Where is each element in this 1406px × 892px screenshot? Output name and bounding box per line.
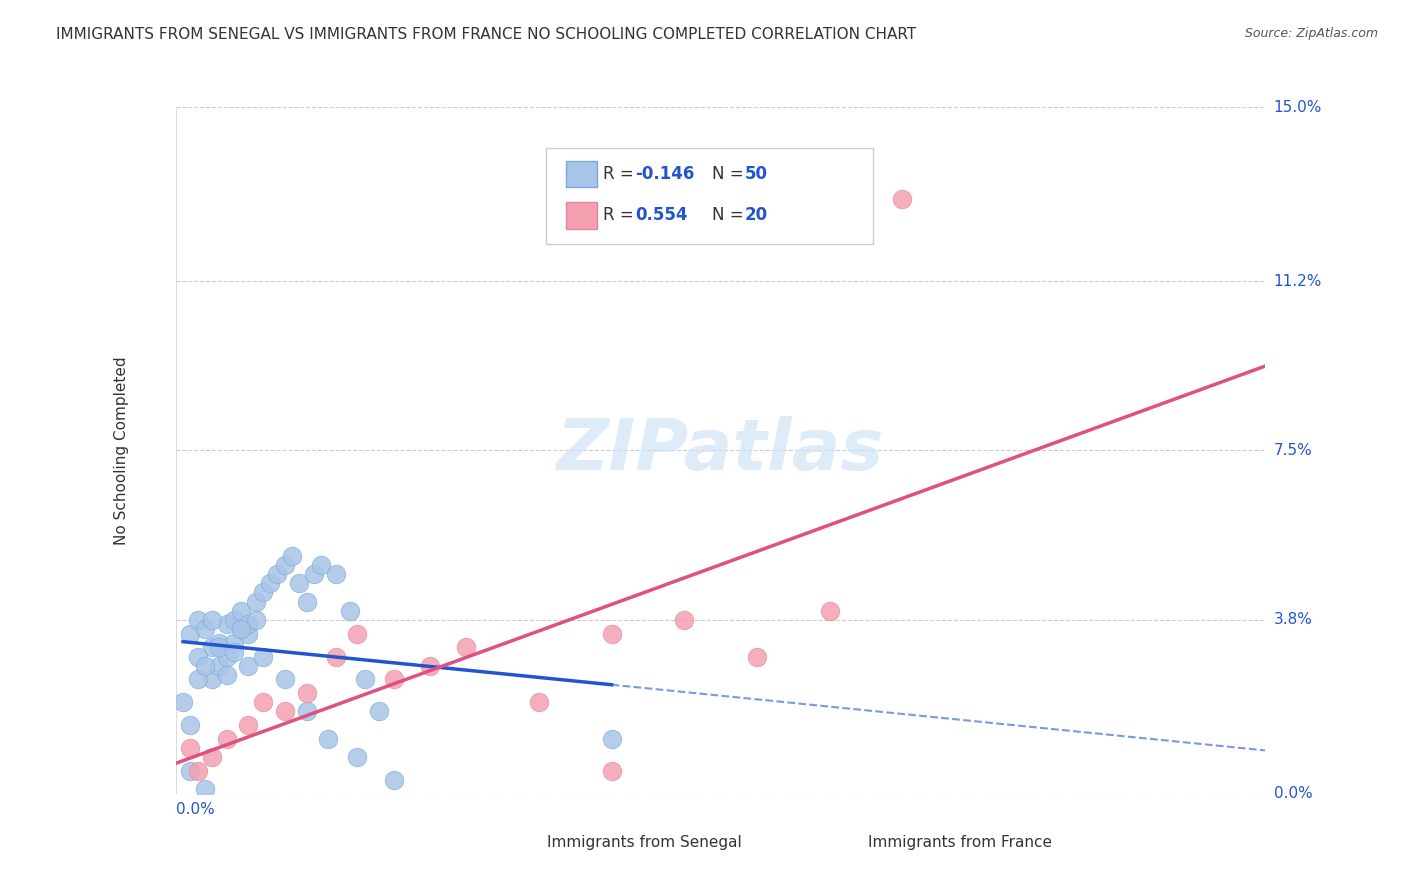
Text: No Schooling Completed: No Schooling Completed [114, 356, 129, 545]
Text: R =: R = [603, 206, 638, 224]
Text: Immigrants from Senegal: Immigrants from Senegal [547, 835, 742, 850]
Point [215, 668, 238, 682]
Point [238, 718, 260, 732]
Point [186, 613, 209, 627]
Point [274, 673, 297, 687]
Point [231, 622, 253, 636]
Point [208, 636, 231, 650]
FancyBboxPatch shape [533, 825, 565, 847]
Point [281, 549, 304, 563]
Point [419, 658, 441, 673]
Point [179, 741, 201, 756]
Point [346, 750, 368, 764]
Point [222, 636, 245, 650]
FancyBboxPatch shape [849, 825, 880, 847]
Point [215, 731, 238, 746]
Point [194, 782, 217, 797]
Point [353, 673, 375, 687]
Text: N =: N = [711, 206, 749, 224]
FancyBboxPatch shape [565, 161, 598, 187]
Point [222, 645, 245, 659]
Point [295, 705, 318, 719]
Point [179, 718, 201, 732]
Point [252, 649, 274, 664]
Point [201, 750, 224, 764]
Point [245, 613, 267, 627]
Point [194, 622, 217, 636]
Point [252, 695, 274, 709]
Text: R =: R = [603, 165, 638, 183]
Point [231, 622, 253, 636]
Point [201, 640, 224, 655]
Point [339, 604, 361, 618]
Point [600, 731, 623, 746]
Point [368, 705, 391, 719]
Point [346, 626, 368, 640]
Point [238, 658, 260, 673]
Text: 11.2%: 11.2% [1274, 274, 1322, 288]
Point [527, 695, 550, 709]
Point [238, 617, 260, 632]
FancyBboxPatch shape [565, 202, 598, 228]
Point [252, 585, 274, 599]
Point [201, 613, 224, 627]
Point [673, 613, 696, 627]
Point [600, 626, 623, 640]
Text: N =: N = [711, 165, 749, 183]
Point [891, 192, 914, 206]
Point [259, 576, 281, 591]
Point [274, 705, 297, 719]
Point [288, 576, 311, 591]
Text: Immigrants from France: Immigrants from France [869, 835, 1052, 850]
Point [325, 567, 347, 582]
Point [818, 604, 841, 618]
Text: IMMIGRANTS FROM SENEGAL VS IMMIGRANTS FROM FRANCE NO SCHOOLING COMPLETED CORRELA: IMMIGRANTS FROM SENEGAL VS IMMIGRANTS FR… [56, 27, 917, 42]
Point [382, 673, 405, 687]
Point [186, 649, 209, 664]
Text: 50: 50 [745, 165, 768, 183]
Point [179, 764, 201, 778]
Point [382, 773, 405, 788]
Point [302, 567, 325, 582]
Text: 7.5%: 7.5% [1274, 443, 1312, 458]
Point [208, 658, 231, 673]
Text: 0.0%: 0.0% [176, 802, 215, 817]
Point [179, 626, 201, 640]
Point [295, 594, 318, 608]
Point [208, 640, 231, 655]
Point [231, 604, 253, 618]
Point [186, 764, 209, 778]
Text: 0.0%: 0.0% [1274, 787, 1312, 801]
Text: 3.8%: 3.8% [1274, 613, 1313, 627]
Point [194, 658, 217, 673]
Point [172, 695, 194, 709]
Point [245, 594, 267, 608]
Point [186, 673, 209, 687]
Text: 20: 20 [745, 206, 768, 224]
Text: -0.146: -0.146 [636, 165, 695, 183]
Point [309, 558, 332, 572]
Point [215, 617, 238, 632]
Text: Source: ZipAtlas.com: Source: ZipAtlas.com [1244, 27, 1378, 40]
Point [266, 567, 288, 582]
Point [295, 686, 318, 700]
Point [456, 640, 478, 655]
Point [274, 558, 297, 572]
Text: 15.0%: 15.0% [1274, 100, 1322, 114]
Text: 0.554: 0.554 [636, 206, 688, 224]
FancyBboxPatch shape [546, 148, 873, 244]
Point [745, 649, 768, 664]
Point [600, 764, 623, 778]
Point [201, 673, 224, 687]
Point [318, 731, 340, 746]
Point [215, 649, 238, 664]
Point [222, 613, 245, 627]
Point [238, 626, 260, 640]
Text: ZIPatlas: ZIPatlas [557, 416, 884, 485]
Point [325, 649, 347, 664]
